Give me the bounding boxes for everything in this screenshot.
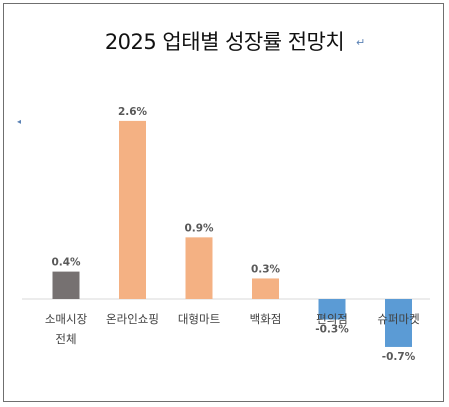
chart-frame [3, 3, 444, 402]
category-label-5: 슈퍼마켓 [377, 312, 419, 326]
category-label-0-line-1: 전체 [55, 332, 76, 346]
category-label-2: 대형마트 [178, 312, 220, 326]
bar-4 [318, 299, 346, 320]
category-label-4: 편의점 [316, 312, 348, 326]
chart-title: 2025 업태별 성장률 전망치 [104, 30, 345, 54]
bar-2 [185, 237, 213, 299]
category-label-1: 온라인쇼핑 [106, 312, 159, 326]
category-label-0-line-0: 소매시장 [45, 312, 88, 326]
data-label-4: -0.3% [315, 324, 349, 336]
anchor-marker-icon: ◂ [17, 117, 22, 126]
bar-5 [385, 299, 412, 347]
data-label-1: 2.6% [118, 106, 148, 118]
bar-3 [252, 278, 279, 299]
bar-0 [52, 271, 80, 299]
data-label-5: -0.7% [382, 351, 416, 363]
data-label-0: 0.4% [51, 257, 81, 269]
category-label-3: 백화점 [250, 312, 282, 326]
data-label-2: 0.9% [184, 222, 214, 234]
bar-1 [119, 120, 146, 300]
data-label-3: 0.3% [251, 263, 281, 275]
paragraph-return-icon: ↵ [356, 36, 366, 49]
